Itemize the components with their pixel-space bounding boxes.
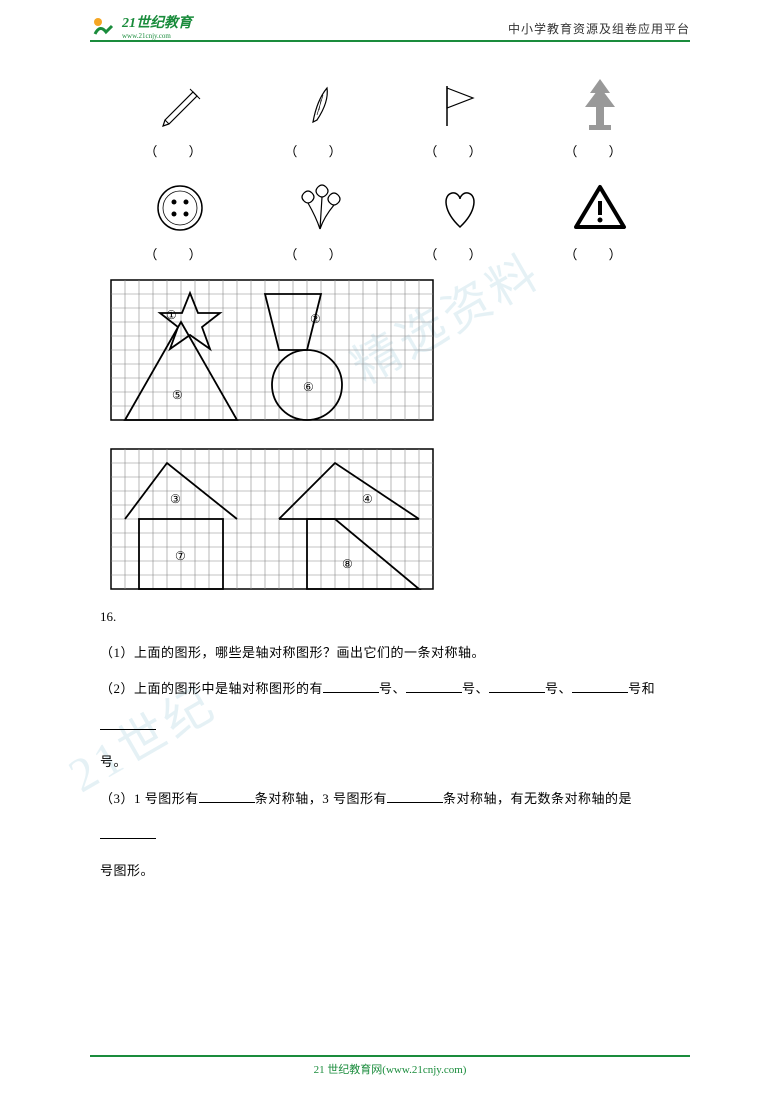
- q2b: 号、: [379, 681, 406, 696]
- icon-cell-flowers: （ ）: [260, 178, 380, 263]
- grid-1: ① ⑤ ② ⑥: [110, 279, 446, 433]
- svg-text:③: ③: [170, 492, 181, 506]
- icon-cell-heart: （ ）: [400, 178, 520, 263]
- footer-text: 21 世纪教育网(www.21cnjy.com): [0, 1061, 780, 1077]
- icon-row-1: （ ） （ ） （ ）: [100, 75, 680, 160]
- grid-panel-2: ③ ⑦ ④ ⑧: [110, 448, 680, 607]
- svg-text:⑧: ⑧: [342, 557, 353, 571]
- blank-3[interactable]: [489, 679, 545, 693]
- q-line-2-tail: 号。: [100, 744, 680, 780]
- paren-7: （ ）: [424, 244, 495, 263]
- blank-5[interactable]: [100, 716, 156, 730]
- paren-4: （ ）: [564, 141, 635, 160]
- pencil-icon: [155, 80, 205, 130]
- heart-icon: [435, 183, 485, 233]
- icon-row-2: （ ） （ ）: [100, 178, 680, 263]
- question-number: 16.: [100, 609, 680, 625]
- icon-cell-tree: （ ）: [540, 75, 660, 160]
- logo-main-text: 21世纪教育: [122, 12, 192, 32]
- q3c: 条对称轴，有无数条对称轴的是: [443, 791, 632, 806]
- blank-8[interactable]: [100, 825, 156, 839]
- blank-1[interactable]: [323, 679, 379, 693]
- paren-8: （ ）: [564, 244, 635, 263]
- icon-cell-pencil: （ ）: [120, 75, 240, 160]
- question-text: （1）上面的图形，哪些是轴对称图形？画出它们的一条对称轴。 （2）上面的图形中是…: [100, 635, 680, 890]
- q2c: 号、: [462, 681, 489, 696]
- paren-6: （ ）: [284, 244, 355, 263]
- q3a: （3）1 号图形有: [100, 791, 199, 806]
- paren-3: （ ）: [424, 141, 495, 160]
- svg-text:④: ④: [362, 492, 373, 506]
- blank-4[interactable]: [572, 679, 628, 693]
- q-line-3-tail: 号图形。: [100, 853, 680, 889]
- q-line-1: （1）上面的图形，哪些是轴对称图形？画出它们的一条对称轴。: [100, 635, 680, 671]
- svg-text:⑤: ⑤: [172, 388, 183, 402]
- leaf-icon: [295, 80, 345, 130]
- header-text: 中小学教育资源及组卷应用平台: [508, 20, 690, 37]
- blank-7[interactable]: [387, 789, 443, 803]
- svg-text:②: ②: [310, 312, 321, 326]
- blank-6[interactable]: [199, 789, 255, 803]
- icon-cell-leaf: （ ）: [260, 75, 380, 160]
- q2a: （2）上面的图形中是轴对称图形的有: [100, 681, 323, 696]
- svg-text:⑦: ⑦: [175, 549, 186, 563]
- svg-text:⑥: ⑥: [303, 380, 314, 394]
- icon-cell-warning: （ ）: [540, 178, 660, 263]
- blank-2[interactable]: [406, 679, 462, 693]
- icon-cell-button4: （ ）: [120, 178, 240, 263]
- grid-panel-1: ① ⑤ ② ⑥: [110, 279, 680, 438]
- logo: 21世纪教育 www.21cnjy.com: [90, 12, 192, 40]
- flowers-icon: [290, 183, 350, 233]
- logo-sub-text: www.21cnjy.com: [122, 32, 192, 40]
- icon-cell-flag: （ ）: [400, 75, 520, 160]
- q2e: 号和: [628, 681, 655, 696]
- logo-icon: [90, 14, 118, 38]
- q3b: 条对称轴，3 号图形有: [255, 791, 387, 806]
- footer-line: [90, 1055, 690, 1057]
- tree-icon: [575, 77, 625, 133]
- grid-2: ③ ⑦ ④ ⑧: [110, 448, 446, 602]
- button-4dots-icon: [155, 183, 205, 233]
- paren-5: （ ）: [144, 244, 215, 263]
- q2d: 号、: [545, 681, 572, 696]
- flag-icon: [435, 80, 485, 130]
- paren-2: （ ）: [284, 141, 355, 160]
- svg-text:①: ①: [166, 308, 177, 322]
- paren-1: （ ）: [144, 141, 215, 160]
- q-line-2: （2）上面的图形中是轴对称图形的有 号、 号、 号、 号和: [100, 671, 680, 744]
- header-line: [90, 40, 690, 42]
- content: （ ） （ ） （ ）: [100, 75, 680, 890]
- q-line-3: （3）1 号图形有 条对称轴，3 号图形有 条对称轴，有无数条对称轴的是: [100, 781, 680, 854]
- warning-triangle-icon: [572, 183, 628, 233]
